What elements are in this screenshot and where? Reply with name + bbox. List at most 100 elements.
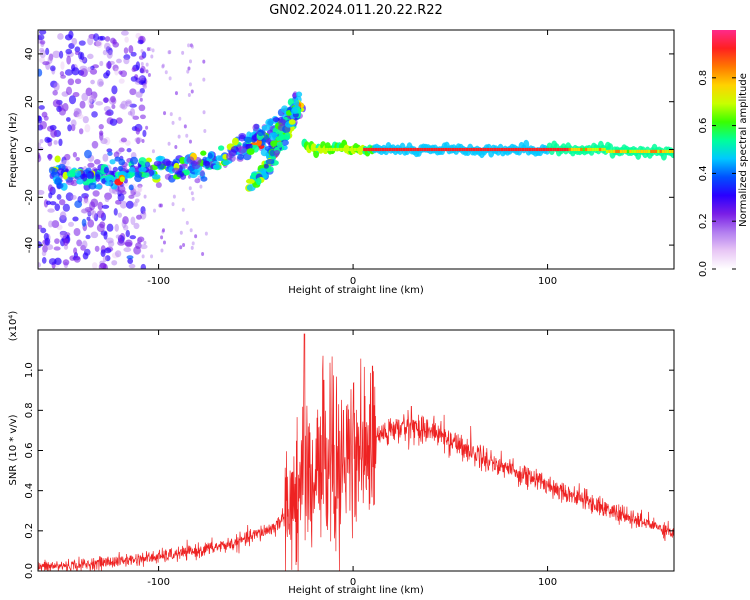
- heatmap-cell: [99, 60, 104, 67]
- heatmap-cell: [73, 227, 81, 237]
- heatmap-cell: [54, 238, 60, 244]
- heatmap-cell: [577, 147, 581, 152]
- heatmap-cell: [122, 216, 129, 225]
- heatmap-cell: [141, 172, 150, 178]
- heatmap-cell: [204, 160, 210, 169]
- heatmap-cell: [186, 156, 195, 164]
- y-tick-label: -40: [24, 237, 35, 253]
- heatmap-cell: [181, 207, 185, 212]
- heatmap-cell: [140, 65, 146, 74]
- heatmap-cell: [652, 149, 655, 154]
- heatmap-cell: [199, 184, 203, 189]
- spectrogram-ylabel: Frequency (Hz): [8, 112, 19, 188]
- heatmap-cell: [174, 91, 178, 96]
- heatmap-cell: [112, 64, 119, 72]
- heatmap-cell: [116, 58, 122, 64]
- heatmap-cell: [622, 149, 625, 154]
- heatmap-cell: [120, 137, 127, 143]
- heatmap-cell: [138, 104, 146, 112]
- heatmap-cell: [39, 120, 47, 130]
- heatmap-cell: [38, 262, 42, 268]
- heatmap-cell: [190, 245, 194, 250]
- heatmap-cell: [563, 147, 567, 152]
- heatmap-cell: [71, 124, 76, 132]
- heatmap-cell: [117, 185, 126, 194]
- heatmap-cell: [237, 153, 245, 161]
- heatmap-cell: [126, 147, 132, 153]
- heatmap-cell: [164, 173, 172, 180]
- heatmap-cell: [414, 147, 417, 152]
- y-tick-label: 20: [24, 95, 35, 108]
- heatmap-cell: [104, 36, 111, 42]
- heatmap-cell: [321, 147, 324, 152]
- heatmap-cell: [265, 118, 274, 127]
- heatmap-cell: [202, 59, 206, 64]
- heatmap-cell: [268, 132, 278, 140]
- heatmap-cell: [168, 76, 172, 81]
- heatmap-cell: [172, 194, 176, 199]
- heatmap-cell: [102, 263, 108, 269]
- heatmap-cell: [89, 95, 97, 103]
- y-tick-label: 0.8: [24, 402, 35, 418]
- heatmap-cell: [125, 229, 130, 238]
- heatmap-cell: [82, 115, 89, 124]
- heatmap-cell: [363, 147, 366, 152]
- heatmap-cell: [143, 194, 147, 199]
- heatmap-cell: [87, 219, 95, 228]
- heatmap-cell: [39, 138, 44, 144]
- heatmap-cell: [503, 147, 506, 152]
- y-tick-label: -20: [24, 189, 35, 205]
- heatmap-cell: [183, 124, 187, 129]
- heatmap-cell: [645, 149, 648, 154]
- spectrogram-xlabel: Height of straight line (km): [288, 285, 424, 296]
- heatmap-cell: [284, 132, 291, 140]
- heatmap-cell: [444, 147, 448, 152]
- y-tick-label: 40: [24, 48, 35, 61]
- heatmap-cell: [402, 147, 406, 152]
- heatmap-cell: [202, 77, 206, 82]
- colorbar-tick-label: 0.2: [698, 213, 709, 229]
- heatmap-cell: [104, 247, 112, 254]
- heatmap-cell: [540, 147, 543, 152]
- heatmap-cell: [351, 147, 354, 152]
- heatmap-cell: [48, 220, 54, 228]
- heatmap-cell: [104, 181, 112, 187]
- heatmap-cell: [145, 157, 153, 163]
- heatmap-cell: [619, 149, 623, 154]
- heatmap-cell: [575, 147, 578, 152]
- heatmap-cell: [135, 91, 143, 98]
- heatmap-cell: [608, 149, 611, 154]
- heatmap-cell: [226, 152, 233, 161]
- heatmap-cell: [126, 200, 134, 209]
- heatmap-cell: [272, 116, 280, 123]
- heatmap-cell: [66, 170, 76, 178]
- heatmap-cell: [110, 95, 116, 103]
- spectrogram-panel: -100 0 100 -40 -20 0 20 40 Height of straight l…: [8, 29, 675, 296]
- heatmap-cell: [661, 149, 665, 154]
- heatmap-cell: [90, 231, 99, 239]
- heatmap-cell: [177, 134, 181, 139]
- heatmap-cell: [62, 103, 69, 112]
- heatmap-cell: [212, 164, 220, 170]
- heatmap-cell: [117, 212, 123, 218]
- heatmap-cell: [93, 41, 102, 47]
- heatmap-cell: [75, 156, 80, 162]
- heatmap-cell: [87, 53, 94, 60]
- heatmap-cell: [643, 149, 646, 154]
- heatmap-cell: [261, 124, 271, 131]
- heatmap-cell: [78, 128, 84, 135]
- heatmap-cell: [202, 110, 206, 115]
- heatmap-cell: [93, 159, 101, 165]
- heatmap-cell: [81, 208, 87, 214]
- heatmap-cell: [96, 210, 105, 219]
- heatmap-cell: [178, 116, 182, 121]
- heatmap-cell: [339, 147, 343, 152]
- heatmap-cell: [72, 151, 78, 158]
- heatmap-cell: [52, 50, 61, 59]
- heatmap-cell: [68, 221, 75, 227]
- heatmap-cell: [183, 169, 190, 176]
- heatmap-cell: [155, 182, 162, 188]
- heatmap-cell: [353, 147, 357, 152]
- heatmap-cell: [125, 100, 133, 107]
- heatmap-cell: [626, 149, 630, 154]
